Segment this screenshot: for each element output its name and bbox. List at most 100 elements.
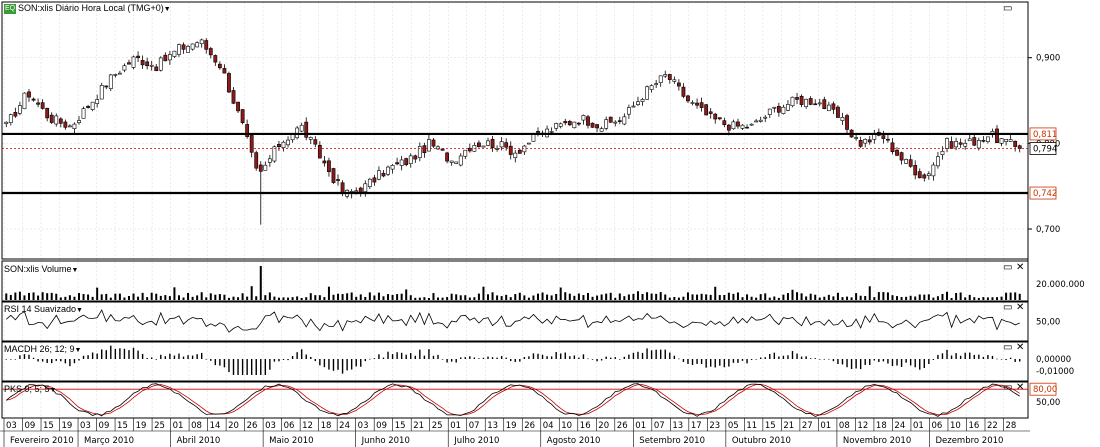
candle-body[interactable] <box>663 74 668 77</box>
volume-title[interactable]: SON:xlis Volume <box>4 264 72 274</box>
candle-body[interactable] <box>508 145 513 155</box>
candle-body[interactable] <box>331 168 336 183</box>
close-icon[interactable]: ✕ <box>1016 302 1025 313</box>
candle-body[interactable] <box>513 152 518 158</box>
candle-body[interactable] <box>890 142 895 152</box>
candle-body[interactable] <box>817 102 822 105</box>
candle-body[interactable] <box>1008 139 1013 142</box>
candle-body[interactable] <box>290 134 295 141</box>
dropdown-caret-icon[interactable]: ▼ <box>71 267 79 274</box>
candle-body[interactable] <box>222 68 227 74</box>
candle-body[interactable] <box>881 135 886 139</box>
candle-body[interactable] <box>786 104 790 111</box>
candle-body[interactable] <box>940 150 945 155</box>
candle-body[interactable] <box>163 54 168 62</box>
candle-body[interactable] <box>731 121 736 130</box>
candle-body[interactable] <box>49 114 54 123</box>
candle-body[interactable] <box>381 172 386 177</box>
candle-body[interactable] <box>781 106 786 114</box>
candle-body[interactable] <box>4 121 9 124</box>
volume-title-bar[interactable]: SON:xlis Volume▼ <box>4 264 78 274</box>
candle-body[interactable] <box>181 44 186 50</box>
candle-body[interactable] <box>208 48 213 56</box>
candle-body[interactable] <box>458 155 463 166</box>
candle-body[interactable] <box>954 141 959 148</box>
candle-body[interactable] <box>240 109 245 123</box>
candle-body[interactable] <box>995 128 999 143</box>
candle-body[interactable] <box>822 99 827 110</box>
candle-body[interactable] <box>440 148 445 151</box>
candle-body[interactable] <box>695 102 699 106</box>
candle-body[interactable] <box>167 54 172 61</box>
candle-body[interactable] <box>18 105 22 114</box>
candle-body[interactable] <box>836 106 840 118</box>
candle-body[interactable] <box>604 119 609 129</box>
candle-body[interactable] <box>217 63 222 69</box>
candle-body[interactable] <box>377 170 381 180</box>
candle-body[interactable] <box>422 145 427 154</box>
candle-body[interactable] <box>195 42 200 48</box>
dropdown-caret-icon[interactable]: ▼ <box>163 6 171 13</box>
candle-body[interactable] <box>408 155 413 164</box>
candle-body[interactable] <box>904 159 909 164</box>
candle-body[interactable] <box>158 57 163 71</box>
candle-body[interactable] <box>245 124 250 137</box>
candle-body[interactable] <box>427 139 431 152</box>
candle-body[interactable] <box>981 140 986 142</box>
candle-body[interactable] <box>363 183 368 192</box>
candle-body[interactable] <box>527 142 531 145</box>
main-title[interactable]: SON:xlis Diário Hora Local (TMG+0) <box>18 3 164 13</box>
candle-body[interactable] <box>549 131 554 133</box>
candle-body[interactable] <box>831 103 836 110</box>
candle-body[interactable] <box>572 121 577 129</box>
candle-body[interactable] <box>676 82 681 87</box>
candle-body[interactable] <box>886 138 890 141</box>
candle-body[interactable] <box>799 95 804 105</box>
close-icon[interactable]: ✕ <box>1016 262 1025 273</box>
candle-body[interactable] <box>522 145 527 153</box>
candle-body[interactable] <box>858 140 863 147</box>
candle-body[interactable] <box>336 179 340 181</box>
candle-body[interactable] <box>190 43 195 50</box>
dropdown-caret-icon[interactable]: ▼ <box>76 307 83 314</box>
candle-body[interactable] <box>654 83 659 85</box>
candle-body[interactable] <box>595 124 599 129</box>
dropdown-caret-icon[interactable]: ▼ <box>49 387 57 394</box>
candle-body[interactable] <box>81 108 86 119</box>
maximize-icon[interactable]: ▭ <box>1003 262 1013 273</box>
candle-body[interactable] <box>386 166 390 175</box>
candle-body[interactable] <box>999 138 1004 144</box>
candle-body[interactable] <box>463 149 468 157</box>
rsi-title[interactable]: RSI 14 Suavizado <box>4 304 77 314</box>
candle-body[interactable] <box>554 123 559 129</box>
candle-body[interactable] <box>772 106 777 109</box>
candle-body[interactable] <box>313 139 318 145</box>
candle-body[interactable] <box>1004 139 1008 142</box>
candle-body[interactable] <box>417 146 422 158</box>
candle-body[interactable] <box>454 161 459 164</box>
candle-body[interactable] <box>558 123 563 127</box>
candle-body[interactable] <box>236 101 240 112</box>
volume-pane[interactable] <box>5 266 1021 300</box>
candle-body[interactable] <box>899 152 904 161</box>
candle-body[interactable] <box>617 120 622 122</box>
macd-title-bar[interactable]: MACDH 26; 12; 9▼ <box>4 344 81 354</box>
candle-body[interactable] <box>254 152 259 169</box>
candle-body[interactable] <box>536 131 540 133</box>
candle-body[interactable] <box>372 177 377 183</box>
candle-body[interactable] <box>90 101 95 110</box>
candle-body[interactable] <box>127 62 131 65</box>
candle-body[interactable] <box>367 178 372 187</box>
candle-body[interactable] <box>608 116 613 123</box>
candle-body[interactable] <box>931 164 936 177</box>
candle-body[interactable] <box>626 107 631 115</box>
candle-body[interactable] <box>708 111 713 114</box>
macd-title[interactable]: MACDH 26; 12; 9 <box>4 344 75 354</box>
candle-body[interactable] <box>267 158 272 163</box>
candle-body[interactable] <box>54 115 59 125</box>
price-pane[interactable] <box>2 38 1028 225</box>
maximize-icon[interactable]: ▭ <box>1003 3 1013 14</box>
candle-body[interactable] <box>358 187 363 193</box>
candle-body[interactable] <box>922 174 927 179</box>
